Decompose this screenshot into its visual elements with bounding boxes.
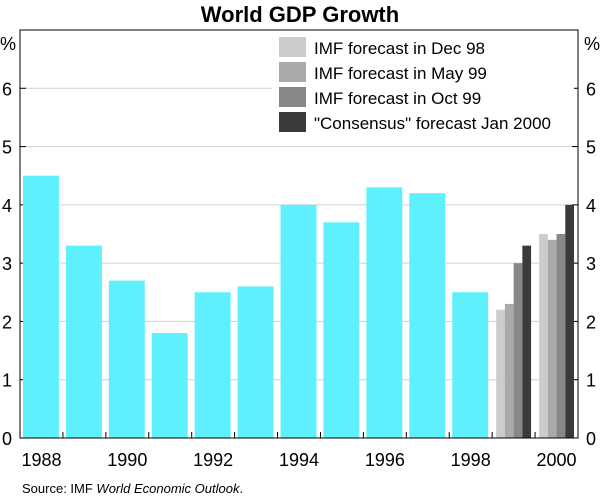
bar-actual-1997 — [409, 193, 446, 438]
legend-label: "Consensus" forecast Jan 2000 — [314, 114, 551, 133]
bar-forecast-2000-2 — [556, 234, 566, 438]
bar-forecast-1999-3 — [522, 245, 532, 438]
bar-actual-1992 — [194, 292, 231, 438]
bar-forecast-2000-0 — [539, 234, 548, 438]
plot-frame — [19, 29, 579, 439]
bar-forecast-2000-1 — [547, 239, 557, 438]
bar-actual-1989 — [65, 245, 102, 438]
chart-title: World GDP Growth — [201, 2, 399, 27]
bar-actual-1995 — [323, 222, 360, 438]
y-tick-label-left: 0 — [2, 429, 12, 449]
legend-label: IMF forecast in Oct 99 — [314, 89, 481, 108]
y-tick-label-left: 2 — [2, 312, 12, 332]
bar-actual-1993 — [237, 286, 274, 438]
legend-box — [272, 34, 574, 138]
y-tick-label-left: 5 — [2, 138, 12, 158]
x-tick-label: 1996 — [365, 450, 405, 470]
y-tick-label-right: 5 — [586, 138, 596, 158]
bar-forecast-1999-1 — [504, 303, 514, 438]
bar-actual-1998 — [452, 292, 489, 438]
legend-swatch — [279, 87, 306, 107]
y-tick-label-right: 6 — [586, 79, 596, 99]
y-tick-label-right: 4 — [586, 196, 596, 216]
bar-forecast-2000-3 — [565, 204, 574, 438]
y-tick-label-right: 0 — [586, 429, 596, 449]
source-note: Source: IMF World Economic Outlook. — [22, 481, 243, 496]
bar-actual-1994 — [280, 204, 317, 438]
y-tick-label-left: 4 — [2, 196, 12, 216]
y-tick-label-left: 3 — [2, 254, 12, 274]
legend-label: IMF forecast in Dec 98 — [314, 39, 485, 58]
bar-forecast-1999-0 — [496, 309, 505, 438]
bar-actual-1988 — [23, 175, 59, 438]
legend-swatch — [279, 37, 306, 57]
y-tick-label-left: 1 — [2, 371, 12, 391]
x-tick-label: 2000 — [537, 450, 577, 470]
legend-swatch — [279, 62, 306, 82]
x-tick-label: 1990 — [107, 450, 147, 470]
x-tick-label: 1988 — [21, 450, 61, 470]
bar-actual-1991 — [151, 333, 188, 438]
x-tick-label: 1994 — [279, 450, 319, 470]
y-axis-label-right: % — [584, 34, 600, 54]
y-tick-label-right: 3 — [586, 254, 596, 274]
x-tick-label: 1998 — [451, 450, 491, 470]
x-tick-label: 1992 — [193, 450, 233, 470]
bar-forecast-1999-2 — [513, 263, 523, 438]
y-axis-label-left: % — [0, 34, 16, 54]
legend-swatch — [279, 112, 306, 132]
y-tick-label-left: 6 — [2, 79, 12, 99]
bar-actual-1996 — [366, 187, 403, 438]
y-tick-label-right: 1 — [586, 371, 596, 391]
legend-label: IMF forecast in May 99 — [314, 64, 487, 83]
bar-actual-1990 — [108, 280, 145, 438]
y-tick-label-right: 2 — [586, 312, 596, 332]
